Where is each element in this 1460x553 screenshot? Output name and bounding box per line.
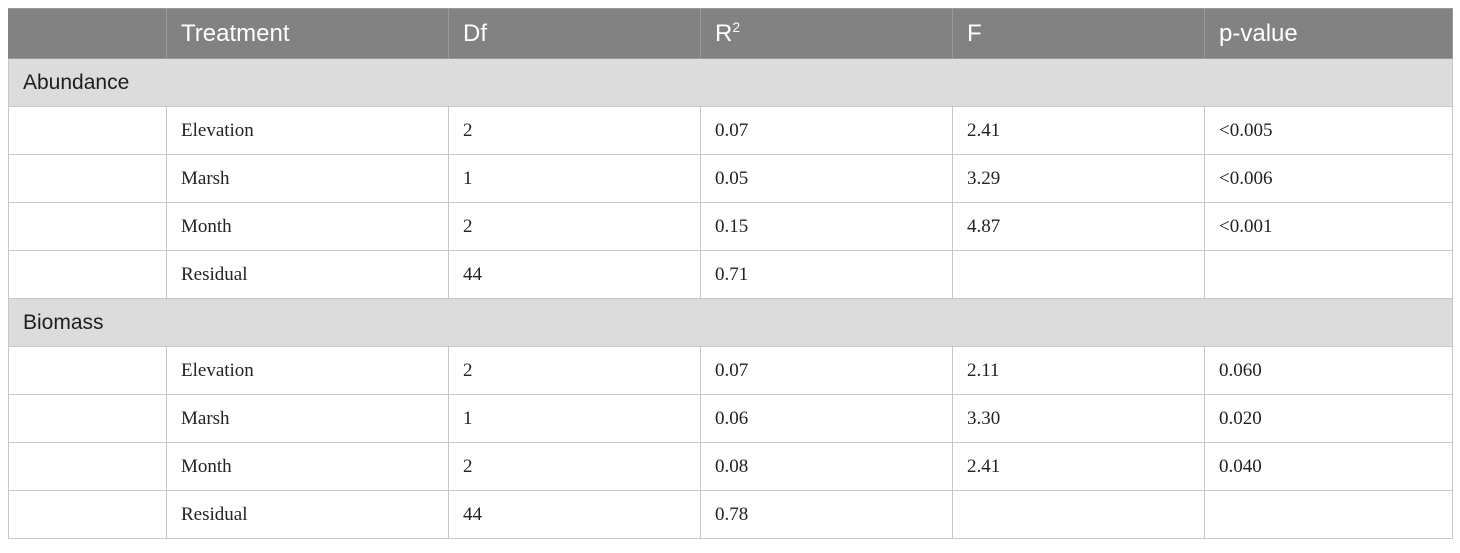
- cell-r2: 0.15: [700, 202, 953, 251]
- header-f: F: [952, 8, 1205, 59]
- cell-p-value: <0.006: [1204, 154, 1453, 203]
- header-blank: [8, 8, 167, 59]
- table-cell: [8, 346, 167, 395]
- group-row-abundance: Abundance: [8, 58, 1453, 107]
- cell-df: 44: [448, 250, 701, 299]
- table-cell: [8, 154, 167, 203]
- cell-p-value: <0.005: [1204, 106, 1453, 155]
- cell-p-value: [1204, 250, 1453, 299]
- table-cell: [8, 106, 167, 155]
- header-p-value: p-value: [1204, 8, 1453, 59]
- cell-df: 1: [448, 394, 701, 443]
- cell-df: 1: [448, 154, 701, 203]
- table-row: Month 2 0.08 2.41 0.040: [8, 442, 1453, 491]
- table-row: Marsh 1 0.05 3.29 <0.006: [8, 154, 1453, 203]
- cell-r2: 0.08: [700, 442, 953, 491]
- header-r-squared: R2: [700, 8, 953, 59]
- table-cell: [8, 442, 167, 491]
- cell-p-value: <0.001: [1204, 202, 1453, 251]
- cell-treatment: Marsh: [166, 154, 449, 203]
- cell-p-value: 0.040: [1204, 442, 1453, 491]
- table-row: Residual 44 0.71: [8, 250, 1453, 299]
- results-table: Treatment Df R2 F p-value Abundance Elev…: [8, 8, 1453, 539]
- cell-treatment: Residual: [166, 490, 449, 539]
- cell-r2: 0.07: [700, 346, 953, 395]
- header-treatment: Treatment: [166, 8, 449, 59]
- header-df: Df: [448, 8, 701, 59]
- cell-treatment: Month: [166, 202, 449, 251]
- table-cell: [8, 250, 167, 299]
- header-r-label: R: [715, 19, 733, 47]
- table-cell: [8, 202, 167, 251]
- header-r-superscript: 2: [732, 18, 741, 35]
- cell-f: [952, 490, 1205, 539]
- cell-treatment: Elevation: [166, 346, 449, 395]
- cell-p-value: 0.020: [1204, 394, 1453, 443]
- cell-f: 2.11: [952, 346, 1205, 395]
- table-row: Elevation 2 0.07 2.11 0.060: [8, 346, 1453, 395]
- table-row: Elevation 2 0.07 2.41 <0.005: [8, 106, 1453, 155]
- table-row: Residual 44 0.78: [8, 490, 1453, 539]
- group-label: Biomass: [8, 298, 1453, 347]
- cell-f: 2.41: [952, 442, 1205, 491]
- cell-df: 44: [448, 490, 701, 539]
- cell-df: 2: [448, 442, 701, 491]
- cell-f: 4.87: [952, 202, 1205, 251]
- cell-f: 3.30: [952, 394, 1205, 443]
- cell-r2: 0.78: [700, 490, 953, 539]
- table-cell: [8, 394, 167, 443]
- cell-treatment: Elevation: [166, 106, 449, 155]
- cell-df: 2: [448, 346, 701, 395]
- group-label: Abundance: [8, 58, 1453, 107]
- cell-r2: 0.07: [700, 106, 953, 155]
- cell-df: 2: [448, 202, 701, 251]
- cell-treatment: Marsh: [166, 394, 449, 443]
- cell-f: 3.29: [952, 154, 1205, 203]
- cell-f: [952, 250, 1205, 299]
- cell-f: 2.41: [952, 106, 1205, 155]
- cell-treatment: Month: [166, 442, 449, 491]
- cell-df: 2: [448, 106, 701, 155]
- cell-r2: 0.71: [700, 250, 953, 299]
- table-cell: [8, 490, 167, 539]
- cell-p-value: 0.060: [1204, 346, 1453, 395]
- cell-r2: 0.05: [700, 154, 953, 203]
- table-row: Month 2 0.15 4.87 <0.001: [8, 202, 1453, 251]
- cell-treatment: Residual: [166, 250, 449, 299]
- cell-r2: 0.06: [700, 394, 953, 443]
- table-row: Marsh 1 0.06 3.30 0.020: [8, 394, 1453, 443]
- cell-p-value: [1204, 490, 1453, 539]
- group-row-biomass: Biomass: [8, 298, 1453, 347]
- header-row: Treatment Df R2 F p-value: [8, 8, 1453, 59]
